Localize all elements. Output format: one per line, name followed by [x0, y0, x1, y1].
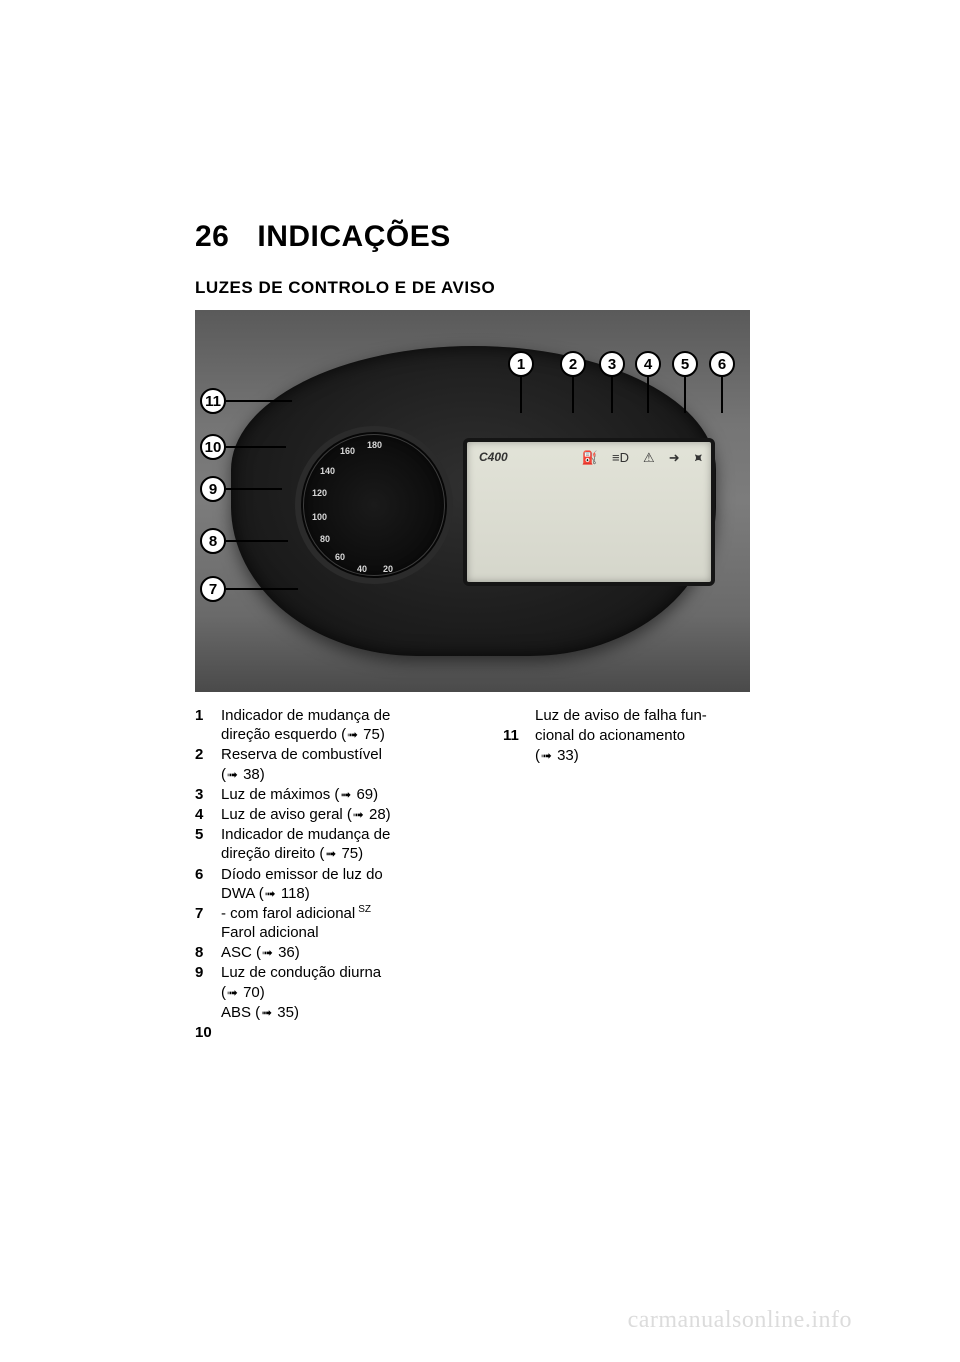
legend-item: ABS (➟ 35) — [195, 1003, 475, 1022]
leader-line — [611, 377, 613, 413]
legend-item: 6Díodo emissor de luz doDWA (➟ 118) — [195, 865, 475, 903]
chapter-title: INDICAÇÕES — [257, 220, 450, 254]
leader-line — [226, 400, 292, 402]
callout-8: 8 — [200, 528, 226, 554]
warning-icon: ⚠ — [643, 450, 655, 466]
legend-item-number — [503, 706, 535, 725]
leader-line — [226, 540, 288, 542]
legend-item-text: - com farol adicionalSZFarol adicional — [221, 904, 475, 942]
fuel-icon: ⛽ — [582, 450, 598, 466]
callout-4: 4 — [635, 351, 661, 377]
legend-item: 3Luz de máximos (➟ 69) — [195, 785, 475, 804]
instrument-cluster: 180 160 140 120 100 80 60 40 20 C400 ⛽ ≡… — [231, 346, 716, 656]
lcd-display: C400 ⛽ ≡D ⚠ ➜ ⯍ — [463, 438, 715, 586]
legend-col-1: 1Indicador de mudança dedireção esquerdo… — [195, 706, 475, 1043]
section-title: LUZES DE CONTROLO E DE AVISO — [195, 278, 855, 298]
legend-item-number: 7 — [195, 904, 221, 942]
legend-item-number: 8 — [195, 943, 221, 962]
callout-9: 9 — [200, 476, 226, 502]
legend-item-text: ABS (➟ 35) — [221, 1003, 475, 1022]
legend-item-text: Luz de condução diurna(➟ 70) — [221, 963, 475, 1001]
legend-item-text: (➟ 33) — [535, 746, 783, 765]
legend-item-text: Indicador de mudança dedireção direito (… — [221, 825, 475, 863]
legend-item-text: ASC (➟ 36) — [221, 943, 475, 962]
speedo-tick: 160 — [340, 446, 355, 456]
callout-7: 7 — [200, 576, 226, 602]
legend-item-number: 3 — [195, 785, 221, 804]
speedometer: 180 160 140 120 100 80 60 40 20 — [295, 426, 453, 584]
legend-item-text: Díodo emissor de luz doDWA (➟ 118) — [221, 865, 475, 903]
legend-item-text: Luz de aviso geral (➟ 28) — [221, 805, 475, 824]
speedo-tick: 80 — [320, 534, 330, 544]
manual-page: 26 INDICAÇÕES LUZES DE CONTROLO E DE AVI… — [0, 0, 960, 1043]
legend-item-number: 6 — [195, 865, 221, 903]
legend-item-text: Indicador de mudança dedireção esquerdo … — [221, 706, 475, 744]
speedo-tick: 100 — [312, 512, 327, 522]
legend-item-text: Luz de máximos (➟ 69) — [221, 785, 475, 804]
legend-item-number: 2 — [195, 745, 221, 783]
leader-line — [647, 377, 649, 413]
legend-item: 10 — [195, 1023, 475, 1042]
legend-col-2: Luz de aviso de falha fun-11cional do ac… — [503, 706, 783, 1043]
dashboard-figure: 180 160 140 120 100 80 60 40 20 C400 ⛽ ≡… — [195, 310, 750, 692]
dwa-icon: ⯍ — [694, 450, 703, 466]
speedo-tick: 40 — [357, 564, 367, 574]
speedo-tick: 140 — [320, 466, 335, 476]
speedo-tick: 20 — [383, 564, 393, 574]
legend-item: 7- com farol adicionalSZFarol adicional — [195, 904, 475, 942]
leader-line — [226, 588, 298, 590]
legend-item-number — [503, 746, 535, 765]
legend-item-number: 9 — [195, 963, 221, 1001]
callout-1: 1 — [508, 351, 534, 377]
legend-item: 1Indicador de mudança dedireção esquerdo… — [195, 706, 475, 744]
callout-10: 10 — [200, 434, 226, 460]
page-number: 26 — [195, 220, 229, 254]
legend-item: 5Indicador de mudança dedireção direito … — [195, 825, 475, 863]
lcd-warning-icons: ⛽ ≡D ⚠ ➜ ⯍ — [582, 450, 703, 466]
legend-item: 8ASC (➟ 36) — [195, 943, 475, 962]
callout-11: 11 — [200, 388, 226, 414]
legend-item-text: Luz de aviso de falha fun- — [535, 706, 783, 725]
leader-line — [684, 377, 686, 413]
legend-item-number: 5 — [195, 825, 221, 863]
legend-item-number: 11 — [503, 726, 535, 745]
speedo-tick: 120 — [312, 488, 327, 498]
leader-line — [226, 488, 282, 490]
leader-line — [721, 377, 723, 413]
speedo-tick: 180 — [367, 440, 382, 450]
turn-icon: ➜ — [669, 450, 680, 466]
legend-item: 9Luz de condução diurna(➟ 70) — [195, 963, 475, 1001]
legend-item-text: Reserva de combustível(➟ 38) — [221, 745, 475, 783]
callout-3: 3 — [599, 351, 625, 377]
legend-item: (➟ 33) — [503, 746, 783, 765]
callout-2: 2 — [560, 351, 586, 377]
leader-line — [572, 377, 574, 413]
legend-item: 4Luz de aviso geral (➟ 28) — [195, 805, 475, 824]
legend-item-number: 1 — [195, 706, 221, 744]
leader-line — [520, 377, 522, 413]
legend-item-text: cional do acionamento — [535, 726, 783, 745]
legend-item-number: 4 — [195, 805, 221, 824]
highbeam-icon: ≡D — [612, 450, 629, 466]
legend-columns: 1Indicador de mudança dedireção esquerdo… — [195, 706, 855, 1043]
leader-line — [226, 446, 286, 448]
speedo-tick: 60 — [335, 552, 345, 562]
callout-5: 5 — [672, 351, 698, 377]
legend-item: Luz de aviso de falha fun- — [503, 706, 783, 725]
legend-item: 11cional do acionamento — [503, 726, 783, 745]
legend-item-number: 10 — [195, 1023, 221, 1042]
legend-item-number — [195, 1003, 221, 1022]
legend-item: 2Reserva de combustível(➟ 38) — [195, 745, 475, 783]
callout-6: 6 — [709, 351, 735, 377]
page-header: 26 INDICAÇÕES — [195, 220, 855, 254]
watermark: carmanualsonline.info — [628, 1307, 852, 1334]
brand-label: C400 — [479, 450, 508, 464]
